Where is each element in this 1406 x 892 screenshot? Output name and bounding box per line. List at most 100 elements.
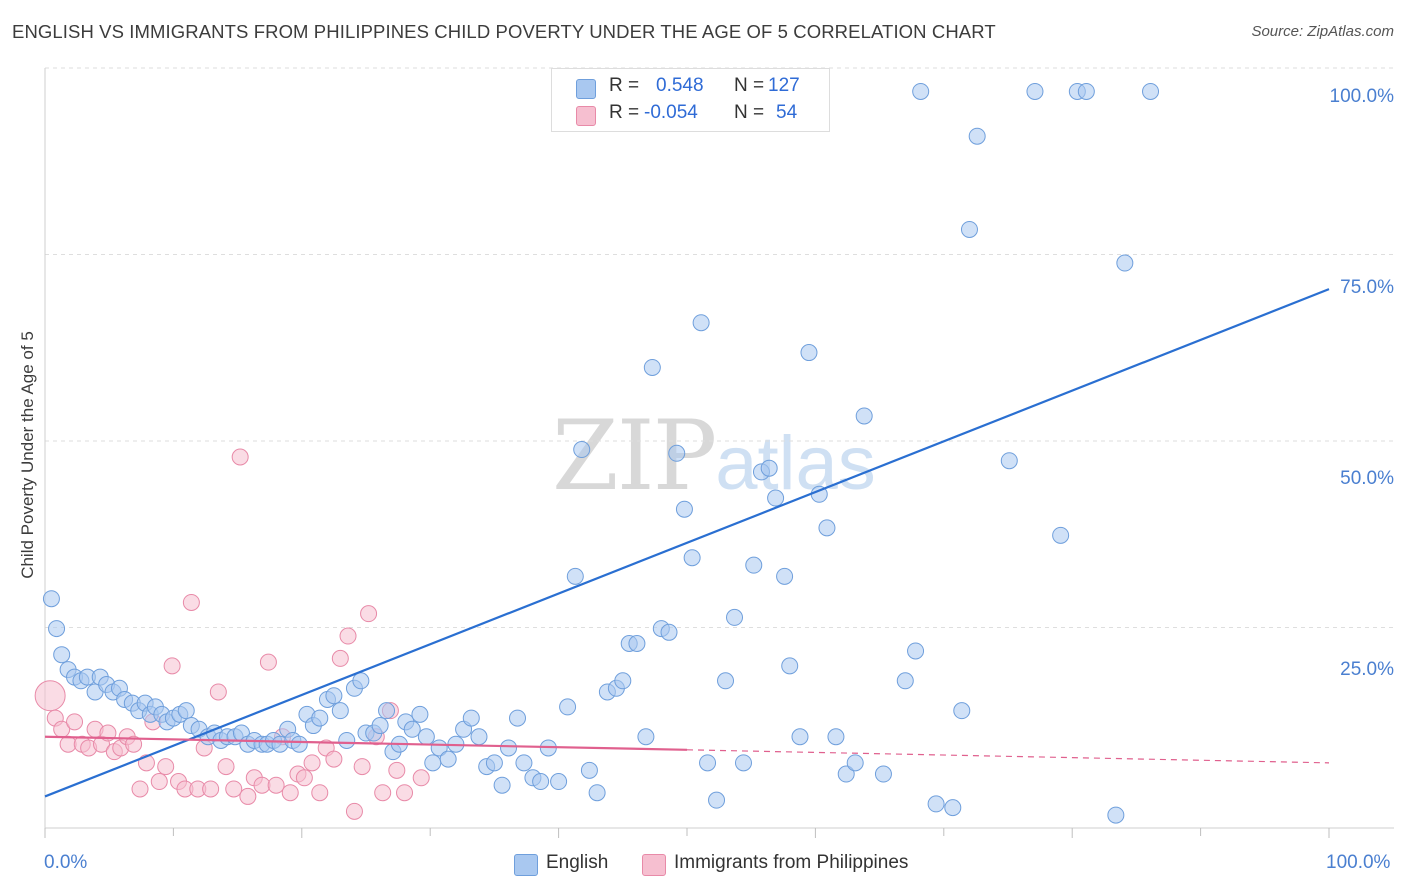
english-point (734, 754, 752, 772)
english-point (331, 702, 349, 720)
philippines-trend-line (44, 735, 688, 751)
english-point (1000, 452, 1018, 470)
legend-swatch-english (576, 79, 596, 99)
philippines-point (202, 780, 220, 798)
english-point (559, 698, 577, 716)
english-point (760, 459, 778, 477)
english-point (371, 717, 389, 735)
legend-label-philippines: Immigrants from Philippines (674, 852, 909, 873)
english-point (470, 728, 488, 746)
philippines-point (231, 448, 249, 466)
philippines-point (303, 754, 321, 772)
english-point (493, 776, 511, 794)
english-point (968, 127, 986, 145)
philippines-trend-line-extension (686, 749, 1330, 764)
philippines-point (360, 605, 378, 623)
english-point (1077, 82, 1095, 100)
philippines-point (259, 653, 277, 671)
english-point (781, 657, 799, 675)
philippines-point (225, 780, 243, 798)
english-point (726, 608, 744, 626)
english-point (896, 672, 914, 690)
english-point (500, 739, 518, 757)
y-tick-label-25: 25.0% (1340, 659, 1394, 680)
english-point (338, 731, 356, 749)
english-point (485, 754, 503, 772)
philippines-point (267, 776, 285, 794)
english-point (515, 754, 533, 772)
source-label: Source: ZipAtlas.com (1251, 23, 1394, 40)
english-point (776, 567, 794, 585)
english-point (846, 754, 864, 772)
english-point (699, 754, 717, 772)
legend-r-label: R = (609, 102, 640, 123)
english-point (177, 702, 195, 720)
english-point (960, 220, 978, 238)
legend-swatch-philippines (576, 106, 596, 126)
english-point (53, 646, 71, 664)
english-point (290, 735, 308, 753)
philippines-point (412, 769, 430, 787)
english-point (532, 773, 550, 791)
english-point (42, 590, 60, 608)
english-point (311, 709, 329, 727)
legend-swatch-philippines (642, 854, 666, 876)
philippines-point (325, 750, 343, 768)
philippines-point (209, 683, 227, 701)
philippines-point (182, 593, 200, 611)
philippines-point (59, 735, 77, 753)
english-points (42, 82, 1160, 824)
english-point (800, 344, 818, 362)
legend-n-value: 54 (776, 102, 798, 123)
english-point (573, 441, 591, 459)
legend-n-value: 127 (768, 75, 800, 96)
english-point (411, 705, 429, 723)
philippines-point (345, 802, 363, 820)
y-tick-label-50: 50.0% (1340, 468, 1394, 489)
english-point (907, 642, 925, 660)
english-point (424, 754, 442, 772)
english-point (837, 765, 855, 783)
english-point (550, 773, 568, 791)
english-point (509, 709, 527, 727)
english-point (614, 672, 632, 690)
english-point (352, 672, 370, 690)
legend-n-label: N = (734, 75, 765, 96)
philippines-point (281, 784, 299, 802)
correlation-legend: R = 0.548 N = 127 R = -0.054 N = 54 (551, 68, 830, 132)
philippines-point (239, 787, 257, 805)
philippines-point (396, 784, 414, 802)
english-point (643, 358, 661, 376)
english-point (660, 623, 678, 641)
english-point (378, 702, 396, 720)
philippines-point (331, 649, 349, 667)
legend-r-label: R = (609, 75, 640, 96)
philippines-point (353, 758, 371, 776)
english-point (927, 795, 945, 813)
english-point (588, 784, 606, 802)
english-point (48, 620, 66, 638)
english-point (745, 556, 763, 574)
english-point (668, 444, 686, 462)
english-point (692, 314, 710, 332)
english-trend-line (44, 288, 1330, 798)
legend-r-value: 0.548 (656, 75, 704, 96)
english-point (462, 709, 480, 727)
philippines-point (150, 773, 168, 791)
english-point (403, 720, 421, 738)
x-tick-label-max: 100.0% (1326, 852, 1391, 873)
philippines-point (217, 758, 235, 776)
english-point (827, 728, 845, 746)
english-point (580, 761, 598, 779)
english-point (912, 82, 930, 100)
y-tick-label-100: 100.0% (1329, 86, 1394, 107)
chart-title: ENGLISH VS IMMIGRANTS FROM PHILIPPINES C… (12, 21, 996, 42)
legend-swatch-english (514, 854, 538, 876)
english-point (439, 750, 457, 768)
english-point (708, 791, 726, 809)
legend-label-english: English (546, 852, 609, 873)
english-point (417, 728, 435, 746)
philippines-points (34, 448, 430, 820)
english-point (628, 635, 646, 652)
